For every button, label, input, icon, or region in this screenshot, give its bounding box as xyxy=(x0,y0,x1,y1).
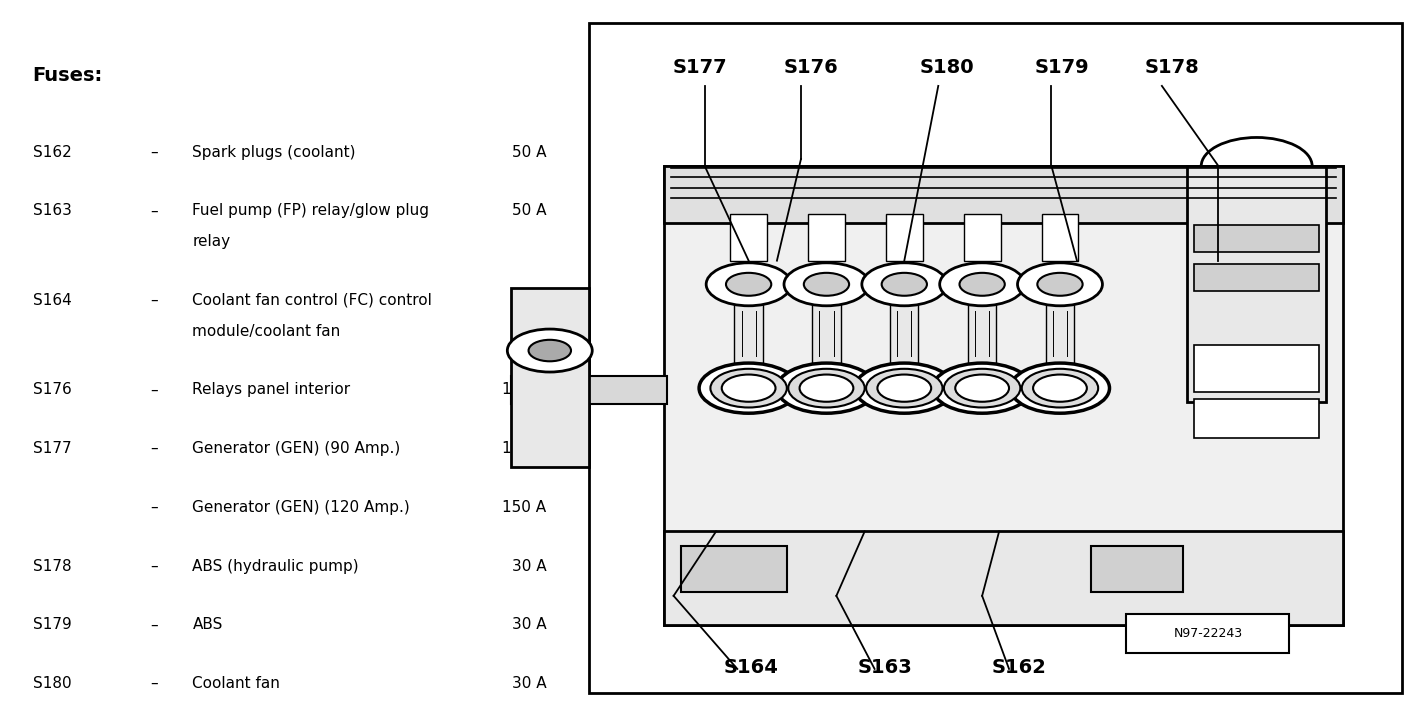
Circle shape xyxy=(699,363,798,413)
Bar xyxy=(1194,399,1319,439)
Circle shape xyxy=(960,273,1005,296)
Text: Coolant fan control (FC) control: Coolant fan control (FC) control xyxy=(193,293,432,308)
Text: relay: relay xyxy=(193,234,231,249)
Circle shape xyxy=(1018,263,1102,306)
Text: S162: S162 xyxy=(993,658,1046,677)
Bar xyxy=(1042,214,1078,261)
Bar xyxy=(588,23,1402,692)
Text: –: – xyxy=(150,383,157,398)
Text: S176: S176 xyxy=(33,383,71,398)
Text: Fuses:: Fuses: xyxy=(33,66,102,85)
Text: –: – xyxy=(150,145,157,160)
Circle shape xyxy=(1034,375,1086,402)
Text: ABS: ABS xyxy=(193,618,223,632)
Bar xyxy=(1126,614,1289,653)
Text: S176: S176 xyxy=(784,58,839,77)
Circle shape xyxy=(800,375,854,402)
Text: Fuel pump (FP) relay/glow plug: Fuel pump (FP) relay/glow plug xyxy=(193,203,430,219)
Circle shape xyxy=(940,263,1025,306)
Bar xyxy=(510,288,588,467)
Circle shape xyxy=(956,375,1010,402)
Text: –: – xyxy=(150,203,157,219)
Text: –: – xyxy=(150,500,157,515)
Bar xyxy=(730,214,767,261)
Text: –: – xyxy=(150,441,157,456)
Bar xyxy=(664,531,1343,625)
Text: –: – xyxy=(150,676,157,691)
Circle shape xyxy=(706,263,791,306)
Bar xyxy=(664,166,1343,625)
Circle shape xyxy=(933,363,1032,413)
Circle shape xyxy=(866,369,943,408)
Text: S180: S180 xyxy=(33,676,71,691)
Bar xyxy=(664,166,1343,224)
Bar xyxy=(886,214,923,261)
Bar xyxy=(1194,345,1319,392)
Circle shape xyxy=(726,273,771,296)
Text: 30 A: 30 A xyxy=(512,559,546,574)
Bar xyxy=(808,214,845,261)
Circle shape xyxy=(788,369,865,408)
Text: –: – xyxy=(150,559,157,574)
Bar xyxy=(1090,546,1183,592)
Text: 110 A: 110 A xyxy=(502,441,546,456)
Bar xyxy=(735,303,763,363)
Text: S164: S164 xyxy=(33,293,71,308)
Text: 50 A: 50 A xyxy=(512,145,546,160)
Text: 30 A: 30 A xyxy=(512,618,546,632)
Circle shape xyxy=(882,273,927,296)
Circle shape xyxy=(508,329,593,372)
Text: S177: S177 xyxy=(33,441,71,456)
Text: Generator (GEN) (90 Amp.): Generator (GEN) (90 Amp.) xyxy=(193,441,401,456)
Bar xyxy=(1187,166,1326,403)
Text: S178: S178 xyxy=(1144,58,1200,77)
Bar xyxy=(510,375,666,404)
Text: 50 A: 50 A xyxy=(512,203,546,219)
Circle shape xyxy=(1038,273,1082,296)
Circle shape xyxy=(710,369,787,408)
Text: 30 A: 30 A xyxy=(512,676,546,691)
Circle shape xyxy=(722,375,776,402)
Text: –: – xyxy=(150,293,157,308)
Circle shape xyxy=(878,375,932,402)
Bar xyxy=(1194,265,1319,291)
Circle shape xyxy=(1011,363,1109,413)
Circle shape xyxy=(804,273,849,296)
Text: S180: S180 xyxy=(920,58,974,77)
Bar xyxy=(681,546,787,592)
Text: Relays panel interior: Relays panel interior xyxy=(193,383,350,398)
Text: Coolant fan: Coolant fan xyxy=(193,676,281,691)
Text: Spark plugs (coolant): Spark plugs (coolant) xyxy=(193,145,356,160)
Bar xyxy=(964,214,1001,261)
Text: 40 A: 40 A xyxy=(512,293,546,308)
Bar xyxy=(968,303,997,363)
Text: module/coolant fan: module/coolant fan xyxy=(193,324,340,339)
Circle shape xyxy=(862,263,947,306)
Bar xyxy=(891,303,919,363)
Circle shape xyxy=(1022,369,1098,408)
Circle shape xyxy=(784,263,869,306)
Circle shape xyxy=(855,363,954,413)
Text: S179: S179 xyxy=(33,618,71,632)
Text: 150 A: 150 A xyxy=(502,500,546,515)
Text: S164: S164 xyxy=(723,658,778,677)
Text: S178: S178 xyxy=(33,559,71,574)
Circle shape xyxy=(529,340,571,361)
Text: S162: S162 xyxy=(33,145,71,160)
Text: ABS (hydraulic pump): ABS (hydraulic pump) xyxy=(193,559,359,574)
Circle shape xyxy=(777,363,876,413)
Text: S163: S163 xyxy=(33,203,71,219)
Circle shape xyxy=(944,369,1021,408)
Text: 110 A: 110 A xyxy=(502,383,546,398)
Text: –: – xyxy=(150,618,157,632)
Bar xyxy=(1046,303,1073,363)
Text: Generator (GEN) (120 Amp.): Generator (GEN) (120 Amp.) xyxy=(193,500,410,515)
Text: S163: S163 xyxy=(858,658,912,677)
Bar xyxy=(813,303,841,363)
Text: S177: S177 xyxy=(672,58,727,77)
Text: N97-22243: N97-22243 xyxy=(1173,627,1242,640)
Text: S179: S179 xyxy=(1035,58,1089,77)
Bar xyxy=(1194,225,1319,252)
